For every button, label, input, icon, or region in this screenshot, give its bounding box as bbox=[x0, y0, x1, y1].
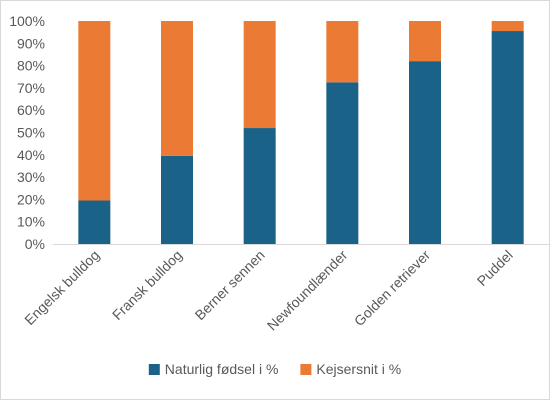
y-tick-label: 100% bbox=[9, 13, 45, 29]
bars bbox=[78, 21, 524, 244]
x-category-label: Berner sennen bbox=[192, 247, 268, 323]
y-tick-label: 0% bbox=[25, 236, 45, 252]
legend-item-kejsersnit: Kejsersnit i % bbox=[300, 361, 401, 377]
bar-segment-naturlig bbox=[78, 200, 111, 244]
y-tick-label: 30% bbox=[17, 169, 45, 185]
y-tick-label: 90% bbox=[17, 35, 45, 51]
bar-segment-naturlig bbox=[243, 128, 276, 244]
bar-segment-naturlig bbox=[326, 82, 359, 244]
bar-segment-naturlig bbox=[161, 155, 193, 244]
legend-item-naturlig: Naturlig fødsel i % bbox=[148, 361, 279, 377]
x-category-label: Puddel bbox=[474, 247, 516, 289]
bar-segment-kejsersnit bbox=[491, 21, 524, 32]
x-category-label: Newfoundlænder bbox=[264, 247, 351, 334]
legend-swatch bbox=[148, 364, 160, 375]
y-tick-label: 40% bbox=[17, 147, 45, 163]
legend-label: Naturlig fødsel i % bbox=[165, 361, 279, 377]
bar-segment-kejsersnit bbox=[161, 21, 193, 156]
legend: Naturlig fødsel i % Kejsersnit i % bbox=[148, 361, 401, 377]
x-category-label: Fransk bulldog bbox=[109, 247, 185, 323]
x-category-label: Golden retriever bbox=[351, 247, 434, 330]
bar-segment-naturlig bbox=[409, 61, 441, 244]
y-axis-labels: 0% 10% 20% 30% 40% 50% 60% 70% 80% 90% 100% bbox=[9, 13, 45, 252]
y-tick-label: 20% bbox=[17, 191, 45, 207]
bar-segment-kejsersnit bbox=[409, 21, 441, 62]
bar-segment-kejsersnit bbox=[78, 21, 111, 201]
bar-segment-kejsersnit bbox=[326, 21, 359, 83]
y-tick-label: 70% bbox=[17, 80, 45, 96]
legend-swatch bbox=[300, 364, 312, 375]
y-tick-label: 60% bbox=[17, 102, 45, 118]
x-category-label: Engelsk bulldog bbox=[21, 247, 102, 328]
y-tick-label: 10% bbox=[17, 214, 45, 230]
bar-segment-naturlig bbox=[491, 31, 524, 244]
y-tick-label: 80% bbox=[17, 58, 45, 74]
y-tick-label: 50% bbox=[17, 125, 45, 141]
x-axis-labels: Engelsk bulldog Fransk bulldog Berner senn… bbox=[21, 247, 516, 334]
legend-label: Kejsersnit i % bbox=[316, 361, 401, 377]
bar-segment-kejsersnit bbox=[243, 21, 276, 129]
